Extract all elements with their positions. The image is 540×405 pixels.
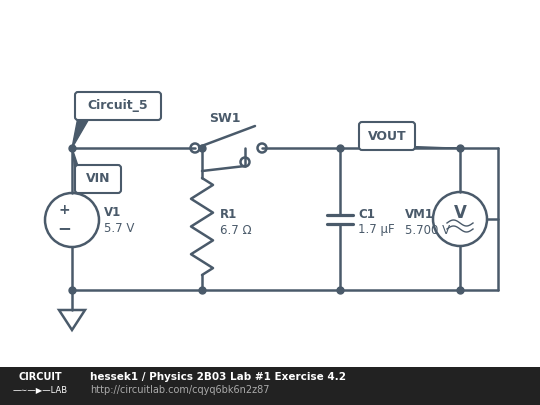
Text: VOUT: VOUT — [368, 130, 406, 143]
Text: —∼—▶—LAB: —∼—▶—LAB — [12, 386, 68, 394]
Text: +: + — [58, 203, 70, 217]
Text: 5.7 V: 5.7 V — [104, 222, 134, 234]
FancyBboxPatch shape — [75, 165, 121, 193]
Text: V: V — [454, 204, 467, 222]
Text: SW1: SW1 — [210, 111, 241, 124]
Text: http://circuitlab.com/cqyq6bk6n2z87: http://circuitlab.com/cqyq6bk6n2z87 — [90, 385, 269, 395]
Text: C1: C1 — [358, 209, 375, 222]
Polygon shape — [72, 117, 90, 148]
Text: hessek1 / Physics 2B03 Lab #1 Exercise 4.2: hessek1 / Physics 2B03 Lab #1 Exercise 4… — [90, 372, 346, 382]
Text: VIN: VIN — [86, 173, 110, 185]
Text: CIRCUIT: CIRCUIT — [18, 372, 62, 382]
Text: 6.7 Ω: 6.7 Ω — [220, 224, 252, 237]
Text: Circuit_5: Circuit_5 — [87, 100, 148, 113]
Text: 5.700 V: 5.700 V — [405, 224, 450, 237]
FancyBboxPatch shape — [359, 122, 415, 150]
FancyBboxPatch shape — [75, 92, 161, 120]
Text: −: − — [57, 219, 71, 237]
Bar — [0, 367, 540, 405]
Polygon shape — [402, 147, 460, 148]
Text: R1: R1 — [220, 209, 237, 222]
Polygon shape — [72, 148, 86, 190]
Text: 1.7 μF: 1.7 μF — [358, 224, 395, 237]
Text: V1: V1 — [104, 205, 122, 219]
Text: VM1: VM1 — [405, 209, 434, 222]
